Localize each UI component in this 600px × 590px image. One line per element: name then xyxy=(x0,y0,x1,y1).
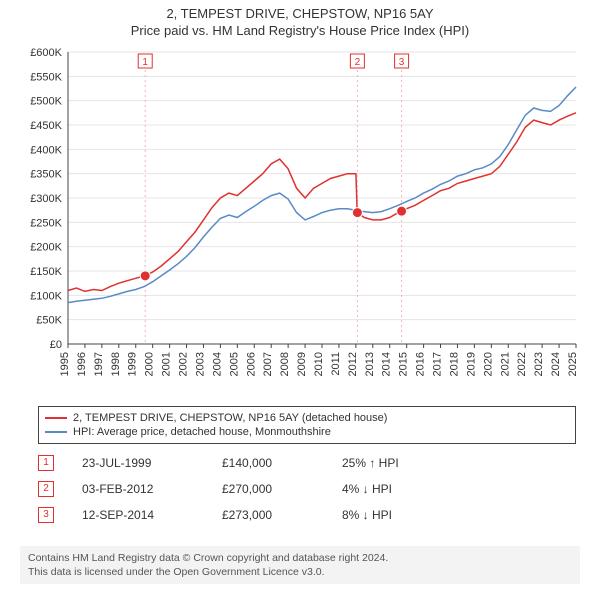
legend-label: HPI: Average price, detached house, Monm… xyxy=(73,426,331,438)
svg-text:£250K: £250K xyxy=(30,217,62,229)
page: 2, TEMPEST DRIVE, CHEPSTOW, NP16 5AY Pri… xyxy=(0,0,600,590)
svg-text:2004: 2004 xyxy=(211,352,223,376)
sale-row: 2 03-FEB-2012 £270,000 4% ↓ HPI xyxy=(38,476,562,502)
svg-text:2016: 2016 xyxy=(415,352,427,376)
sale-date: 23-JUL-1999 xyxy=(82,456,222,470)
svg-text:1995: 1995 xyxy=(59,352,71,376)
svg-text:2009: 2009 xyxy=(296,352,308,376)
sale-marker-icon: 1 xyxy=(38,455,54,471)
svg-text:2005: 2005 xyxy=(228,352,240,376)
svg-text:1996: 1996 xyxy=(76,352,88,376)
svg-text:£200K: £200K xyxy=(30,242,62,254)
sale-date: 12-SEP-2014 xyxy=(82,508,222,522)
svg-text:2000: 2000 xyxy=(144,352,156,376)
sale-marker-icon: 2 xyxy=(38,481,54,497)
svg-text:2002: 2002 xyxy=(178,352,190,376)
page-subtitle: Price paid vs. HM Land Registry's House … xyxy=(0,21,600,38)
svg-text:2013: 2013 xyxy=(364,352,376,376)
svg-text:£0: £0 xyxy=(50,339,62,351)
svg-text:2014: 2014 xyxy=(381,352,393,376)
svg-text:1998: 1998 xyxy=(110,352,122,376)
svg-text:2021: 2021 xyxy=(499,352,511,376)
svg-text:2006: 2006 xyxy=(245,352,257,376)
svg-text:1997: 1997 xyxy=(93,352,105,376)
sale-row: 1 23-JUL-1999 £140,000 25% ↑ HPI xyxy=(38,450,562,476)
legend-item: HPI: Average price, detached house, Monm… xyxy=(45,425,569,439)
svg-text:£150K: £150K xyxy=(30,266,62,278)
sale-diff: 8% ↓ HPI xyxy=(342,508,462,522)
svg-text:£400K: £400K xyxy=(30,144,62,156)
svg-text:3: 3 xyxy=(399,57,405,68)
svg-text:2024: 2024 xyxy=(550,352,562,376)
svg-text:2023: 2023 xyxy=(533,352,545,376)
footer-licence: Contains HM Land Registry data © Crown c… xyxy=(20,546,580,584)
footer-line: This data is licensed under the Open Gov… xyxy=(28,565,572,579)
sale-diff: 4% ↓ HPI xyxy=(342,482,462,496)
price-chart: £0 £50K £100K £150K £200K £250K £300K £350K £400… xyxy=(20,44,580,394)
svg-text:2011: 2011 xyxy=(330,352,342,376)
page-title: 2, TEMPEST DRIVE, CHEPSTOW, NP16 5AY xyxy=(0,0,600,21)
sale-price: £140,000 xyxy=(222,456,342,470)
svg-text:2001: 2001 xyxy=(161,352,173,376)
sale-diff: 25% ↑ HPI xyxy=(342,456,462,470)
svg-text:2018: 2018 xyxy=(448,352,460,376)
svg-text:2007: 2007 xyxy=(262,352,274,376)
svg-text:£600K: £600K xyxy=(30,47,62,59)
svg-text:2019: 2019 xyxy=(465,352,477,376)
svg-text:1999: 1999 xyxy=(127,352,139,376)
svg-text:£100K: £100K xyxy=(30,290,62,302)
svg-text:2017: 2017 xyxy=(432,352,444,376)
svg-text:£300K: £300K xyxy=(30,193,62,205)
svg-text:£500K: £500K xyxy=(30,96,62,108)
legend-item: 2, TEMPEST DRIVE, CHEPSTOW, NP16 5AY (de… xyxy=(45,411,569,425)
svg-text:2012: 2012 xyxy=(347,352,359,376)
sale-price: £270,000 xyxy=(222,482,342,496)
svg-text:2022: 2022 xyxy=(516,352,528,376)
sale-date: 03-FEB-2012 xyxy=(82,482,222,496)
svg-text:2020: 2020 xyxy=(482,352,494,376)
svg-text:2003: 2003 xyxy=(194,352,206,376)
svg-text:£550K: £550K xyxy=(30,71,62,83)
svg-text:2: 2 xyxy=(355,57,361,68)
svg-text:£450K: £450K xyxy=(30,120,62,132)
svg-text:2025: 2025 xyxy=(567,352,579,376)
svg-text:2008: 2008 xyxy=(279,352,291,376)
svg-text:£350K: £350K xyxy=(30,169,62,181)
sale-row: 3 12-SEP-2014 £273,000 8% ↓ HPI xyxy=(38,502,562,528)
svg-text:£50K: £50K xyxy=(36,315,62,327)
svg-text:2010: 2010 xyxy=(313,352,325,376)
svg-text:2015: 2015 xyxy=(398,352,410,376)
sales-table: 1 23-JUL-1999 £140,000 25% ↑ HPI 2 03-FE… xyxy=(38,450,562,528)
legend-swatch xyxy=(45,431,67,433)
footer-line: Contains HM Land Registry data © Crown c… xyxy=(28,551,572,565)
sale-marker-icon: 3 xyxy=(38,507,54,523)
sale-price: £273,000 xyxy=(222,508,342,522)
svg-text:1: 1 xyxy=(142,57,148,68)
legend: 2, TEMPEST DRIVE, CHEPSTOW, NP16 5AY (de… xyxy=(38,406,576,444)
legend-label: 2, TEMPEST DRIVE, CHEPSTOW, NP16 5AY (de… xyxy=(73,412,387,424)
legend-swatch xyxy=(45,417,67,419)
